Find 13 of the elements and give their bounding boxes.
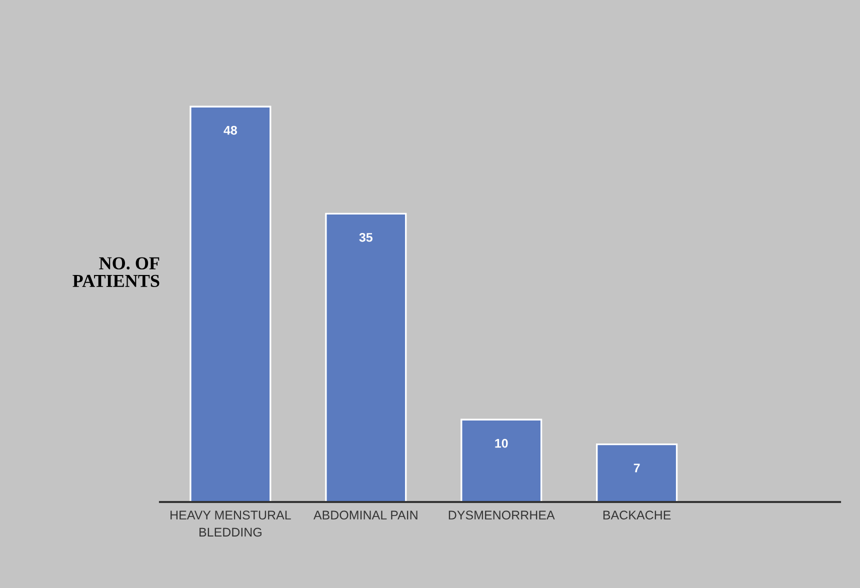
data-label: 7 bbox=[634, 464, 640, 472]
data-label: 35 bbox=[359, 232, 372, 242]
bar bbox=[460, 418, 542, 502]
x-tick-label: BACKACHE bbox=[603, 510, 671, 520]
x-tick-label: ABDOMINAL PAIN bbox=[313, 510, 418, 520]
data-label: 48 bbox=[224, 126, 238, 135]
bar bbox=[596, 444, 678, 502]
bar bbox=[190, 106, 272, 502]
x-tick-label: DYSMENORRHEA bbox=[448, 510, 555, 520]
data-label: 10 bbox=[495, 438, 508, 448]
y-axis-title: NO. OF PATIENTS bbox=[72, 257, 160, 288]
bar bbox=[325, 212, 407, 502]
x-tick-label: HEAVY MENSTURAL BLEDDING bbox=[170, 510, 291, 537]
